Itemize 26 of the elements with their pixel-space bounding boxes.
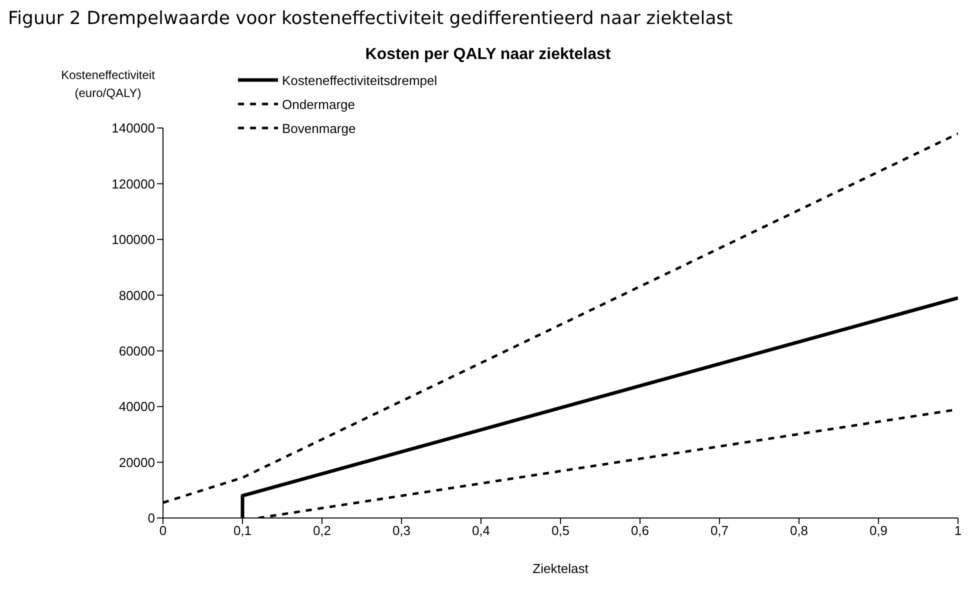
y-tick-label: 60000	[118, 343, 155, 358]
legend-label: Kosteneffectiviteitsdrempel	[282, 72, 438, 88]
chart-title: Figuur 2 Drempelwaarde voor kosteneffectiviteit gedifferentieerd naar ziektelast	[8, 8, 734, 29]
x-tick-label: 0,9	[869, 523, 888, 538]
y-tick-label: 40000	[118, 399, 155, 414]
x-tick-label: 0,7	[710, 523, 729, 538]
x-tick-label: 0	[159, 523, 167, 538]
y-tick-label: 100000	[112, 232, 155, 248]
x-tick-label: 0,4	[472, 523, 490, 538]
y-tick-label: 80000	[118, 288, 155, 303]
y-axis-title: Kosteneffectiviteit (euro/QALY)	[60, 68, 156, 100]
y-tick-label: 120000	[112, 176, 155, 192]
y-tick-label: 0	[148, 510, 155, 526]
x-axis-title: Ziektelast	[532, 561, 589, 576]
x-tick-label: 0,1	[233, 523, 252, 538]
x-tick-label: 1	[954, 523, 962, 538]
x-tick-label: 0,5	[551, 523, 570, 538]
x-tick-label: 0,3	[392, 523, 411, 538]
x-tick-label: 0,6	[630, 523, 650, 538]
legend-label: Ondermarge	[282, 96, 355, 112]
y-tick-label: 20000	[118, 454, 155, 470]
x-tick-label: 0,8	[790, 523, 808, 538]
x-tick-label: 0,2	[312, 523, 332, 538]
chart-subtitle: Kosten per QALY naar ziektelast	[364, 46, 612, 64]
legend-label: Bovenmarge	[282, 120, 356, 136]
y-tick-label: 140000	[112, 120, 155, 136]
